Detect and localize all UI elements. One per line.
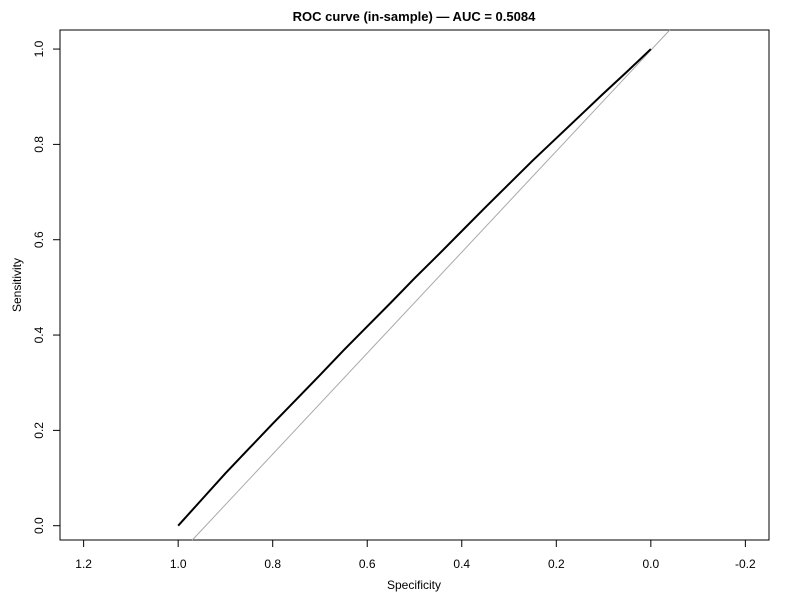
reference-diagonal-line <box>191 29 671 541</box>
y-tick-label: 0.6 <box>32 231 46 248</box>
x-tick-label: 1.2 <box>75 557 92 571</box>
x-tick-label: -0.2 <box>735 557 756 571</box>
x-axis: 1.2 1.0 0.8 0.6 0.4 0.2 0.0 -0.2 <box>75 540 756 571</box>
y-tick-label: 0.2 <box>32 422 46 439</box>
x-tick-label: 0.2 <box>548 557 565 571</box>
y-tick-label: 0.8 <box>32 136 46 153</box>
roc-curve-line <box>177 48 652 527</box>
y-tick-label: 0.4 <box>32 326 46 343</box>
chart-title: ROC curve (in-sample) — AUC = 0.5084 <box>293 9 536 24</box>
reference-diagonal-group <box>191 29 671 541</box>
x-axis-title: Specificity <box>387 578 441 592</box>
roc-curve-group <box>177 48 652 527</box>
y-axis-title: Sensitivity <box>10 258 24 312</box>
x-tick-label: 1.0 <box>170 557 187 571</box>
y-tick-label: 1.0 <box>32 40 46 57</box>
x-tick-label: 0.4 <box>453 557 470 571</box>
x-tick-label: 0.8 <box>264 557 281 571</box>
y-axis: 0.0 0.2 0.4 0.6 0.8 1.0 <box>32 40 60 534</box>
x-tick-label: 0.6 <box>359 557 376 571</box>
plot-frame <box>59 29 770 541</box>
y-tick-label: 0.0 <box>32 517 46 534</box>
x-tick-label: 0.0 <box>642 557 659 571</box>
